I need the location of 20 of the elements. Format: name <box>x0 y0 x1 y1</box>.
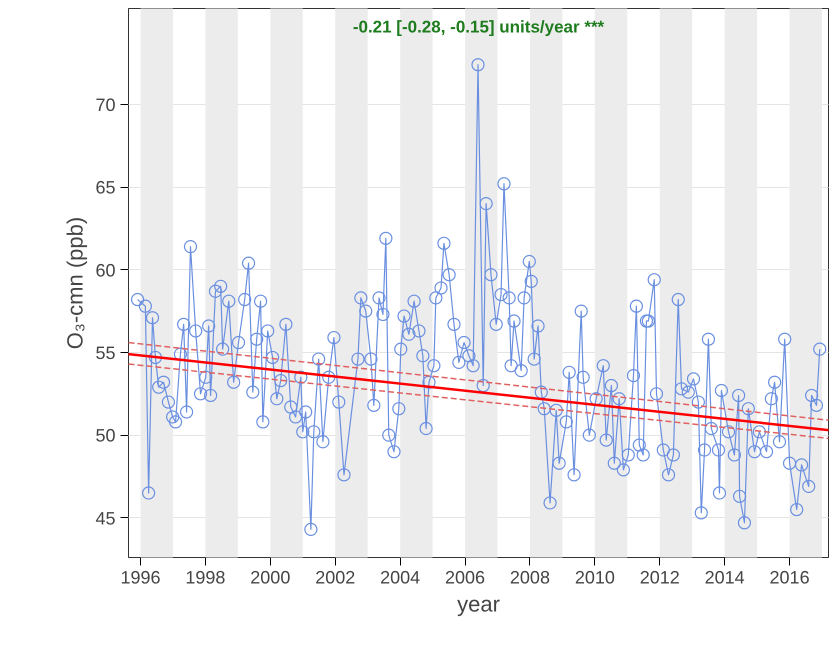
x-tick-label: 2012 <box>640 568 680 588</box>
x-tick-label: 2008 <box>510 568 550 588</box>
x-tick-label: 2000 <box>250 568 290 588</box>
x-tick-label: 2014 <box>704 568 745 588</box>
x-tick-label: 2004 <box>380 568 420 588</box>
annotation: -0.21 [-0.28, -0.15] units/year *** <box>352 18 605 36</box>
x-tick-label: 1998 <box>185 568 226 588</box>
x-tick-label: 2016 <box>770 568 810 588</box>
y-tick-label: 55 <box>95 342 116 363</box>
y-axis-title: O₃-cmn (ppb) <box>62 216 88 350</box>
y-tick-label: 60 <box>95 260 116 280</box>
x-tick-label: 2002 <box>315 568 356 588</box>
y-tick-label: 70 <box>95 94 116 115</box>
x-tick-label: 1996 <box>120 568 161 588</box>
y-tick-label: 65 <box>95 178 116 198</box>
y-tick-label: 50 <box>95 426 116 446</box>
y-tick-label: 45 <box>95 508 116 528</box>
x-axis-title: year <box>457 592 500 616</box>
x-tick-label: 2010 <box>574 568 615 588</box>
x-tick-label: 2006 <box>445 568 486 588</box>
